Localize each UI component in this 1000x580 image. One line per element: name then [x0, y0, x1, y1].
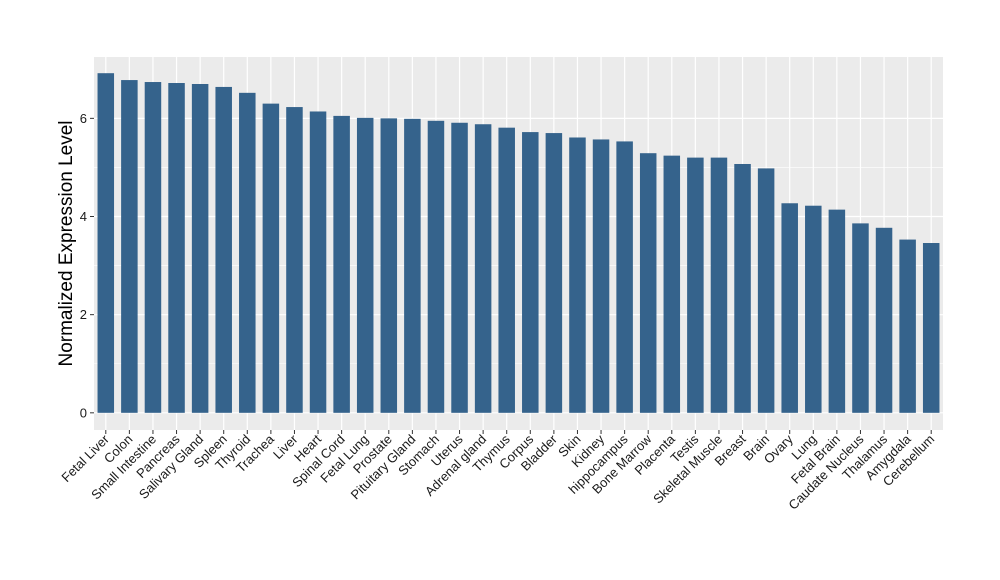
bar	[805, 205, 822, 413]
bar	[427, 120, 445, 413]
bar	[899, 239, 916, 413]
y-tick-label: 2	[80, 307, 87, 322]
bar	[451, 122, 468, 413]
bar	[262, 103, 280, 413]
y-tick-label: 6	[80, 111, 87, 126]
bar	[309, 111, 327, 413]
bar	[97, 73, 115, 413]
bar	[215, 86, 232, 413]
bar	[191, 83, 209, 413]
bar	[781, 203, 798, 413]
bar	[168, 83, 185, 413]
bar	[875, 227, 893, 413]
bar	[380, 118, 398, 413]
bar	[663, 155, 681, 413]
bar	[286, 107, 303, 413]
bar	[498, 127, 515, 413]
bar	[404, 118, 421, 413]
bar	[522, 132, 539, 413]
y-axis-title: Normalized Expression Level	[56, 120, 77, 366]
bar	[828, 209, 846, 413]
bar	[333, 115, 350, 413]
bar	[569, 137, 586, 413]
bar	[545, 133, 563, 413]
bar	[922, 243, 940, 413]
bar	[239, 92, 256, 413]
bar	[356, 117, 374, 413]
plot-panel	[94, 57, 943, 430]
bar	[592, 139, 610, 413]
bar	[687, 157, 704, 413]
bar	[121, 80, 138, 413]
bar	[639, 153, 657, 413]
bars	[97, 73, 940, 413]
bar	[757, 168, 775, 413]
bar	[616, 141, 633, 413]
bar	[710, 157, 728, 413]
y-tick-label: 0	[80, 405, 87, 420]
y-tick-label: 4	[80, 209, 87, 224]
bar	[474, 124, 492, 413]
y-axis-ticks: 0 2 4 6	[80, 111, 94, 420]
bar	[144, 82, 162, 413]
bar	[852, 223, 869, 413]
bar	[734, 163, 751, 413]
